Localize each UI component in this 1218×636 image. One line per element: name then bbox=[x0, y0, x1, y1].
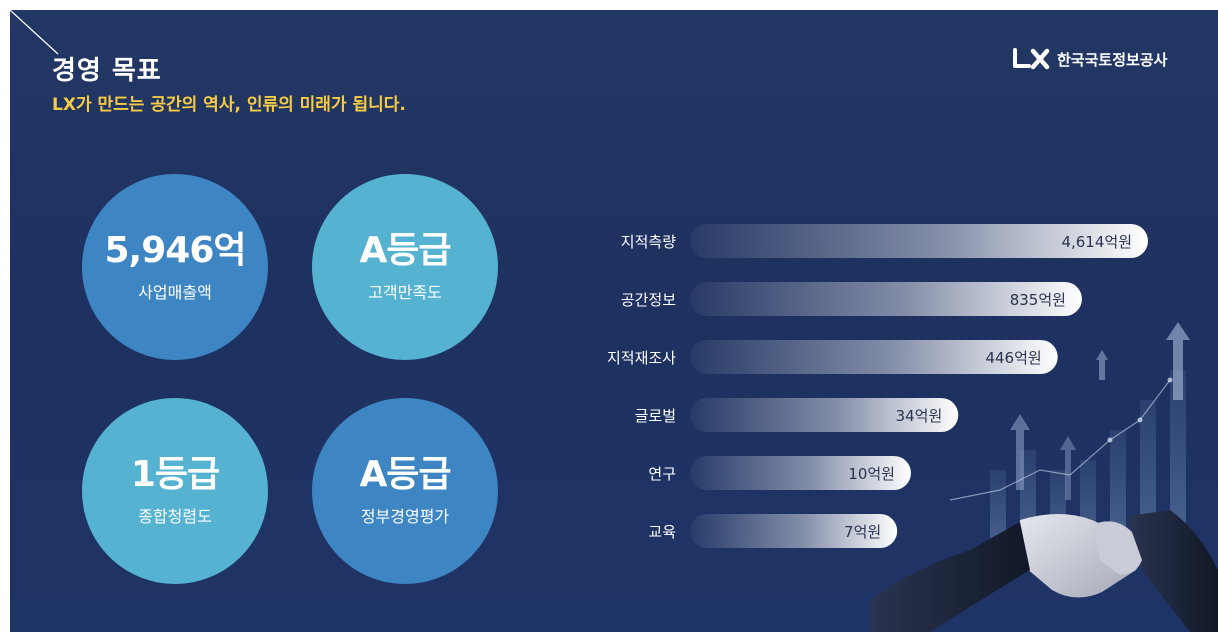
bar bbox=[690, 398, 959, 432]
stat-label: 정부경영평가 bbox=[360, 506, 450, 526]
company-logo: 한국국토정보공사 bbox=[1013, 46, 1167, 72]
category-label: 글로벌 bbox=[635, 407, 676, 425]
value-label: 7억원 bbox=[844, 523, 881, 541]
corner-line-decoration bbox=[10, 10, 59, 55]
stat-circle-integrity: 1등급 종합청렴도 bbox=[82, 398, 268, 584]
stat-value: A등급 bbox=[359, 230, 451, 272]
category-label: 지적재조사 bbox=[607, 349, 676, 367]
value-label: 4,614억원 bbox=[1061, 233, 1132, 251]
stat-value: 1등급 bbox=[130, 454, 220, 496]
stat-circle-government-evaluation: A등급 정부경영평가 bbox=[312, 398, 498, 584]
bar bbox=[690, 282, 1082, 316]
stat-value: 5,946억 bbox=[104, 230, 247, 272]
bar bbox=[690, 224, 1148, 258]
stat-label: 종합청렴도 bbox=[138, 506, 212, 526]
stat-label: 사업매출액 bbox=[138, 282, 212, 302]
page-title: 경영 목표 bbox=[52, 56, 162, 86]
category-label: 교육 bbox=[648, 523, 676, 541]
category-label: 공간정보 bbox=[621, 291, 676, 309]
logo-text: 한국국토정보공사 bbox=[1057, 50, 1168, 69]
bar bbox=[690, 340, 1058, 374]
handshake-growth-background-image bbox=[870, 322, 1218, 632]
category-label: 지적측량 bbox=[621, 233, 676, 251]
bar bbox=[690, 456, 911, 490]
stat-circle-revenue: 5,946억 사업매출액 bbox=[82, 174, 268, 360]
stat-value: A등급 bbox=[359, 454, 451, 496]
value-label: 446억원 bbox=[985, 349, 1041, 367]
category-label: 연구 bbox=[648, 465, 676, 483]
stat-circle-customer-satisfaction: A등급 고객만족도 bbox=[312, 174, 498, 360]
stat-label: 고객만족도 bbox=[368, 282, 442, 302]
page-subtitle: LX가 만드는 공간의 역사, 인류의 미래가 됩니다. bbox=[52, 95, 406, 115]
value-label: 835억원 bbox=[1010, 291, 1066, 309]
infographic-panel: 경영 목표 LX가 만드는 공간의 역사, 인류의 미래가 됩니다. 한국국토정… bbox=[10, 10, 1218, 632]
value-label: 34억원 bbox=[896, 407, 943, 425]
value-label: 10억원 bbox=[848, 465, 895, 483]
lx-logo-icon bbox=[1013, 48, 1050, 70]
bar bbox=[690, 514, 898, 548]
